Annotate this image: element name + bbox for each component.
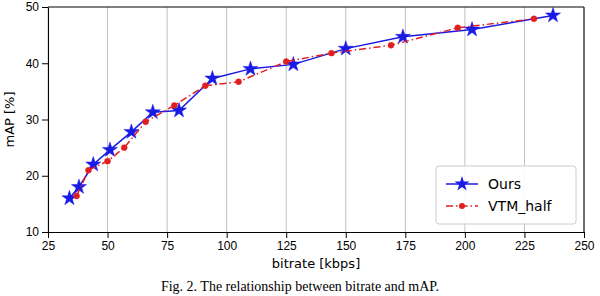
marker: [86, 167, 92, 173]
tick-mark: [42, 120, 48, 121]
marker: [236, 79, 242, 85]
tick: 40: [26, 57, 48, 71]
tick-label: 225: [515, 239, 535, 253]
marker: [388, 42, 394, 48]
marker: [143, 119, 149, 125]
legend-marker: [459, 203, 465, 209]
tick-mark: [584, 232, 585, 238]
marker: [243, 61, 258, 75]
tick-label: 30: [26, 113, 40, 127]
tick-mark: [42, 7, 48, 8]
marker: [455, 25, 461, 31]
y-axis-title: mAP [%]: [2, 91, 17, 147]
tick-label: 10: [26, 225, 40, 239]
tick: 50: [26, 0, 48, 14]
tick-mark: [405, 232, 406, 238]
marker: [205, 71, 220, 85]
marker: [202, 83, 208, 89]
tick-label: 125: [277, 239, 297, 253]
grid-line: [584, 7, 585, 232]
marker: [74, 193, 80, 199]
marker: [531, 16, 537, 22]
tick: 10: [26, 225, 48, 239]
legend: Ours VTM_half: [436, 166, 576, 224]
marker: [465, 22, 480, 36]
marker: [171, 102, 177, 108]
y-axis: 10 20 30 40 50: [26, 0, 49, 239]
tick: 100: [217, 232, 237, 253]
tick-label: 175: [396, 239, 416, 253]
grid-line: [167, 7, 168, 232]
tick-mark: [42, 232, 48, 233]
grid-line: [107, 7, 108, 232]
tick-mark: [108, 232, 109, 238]
tick-label: 200: [455, 239, 475, 253]
tick-mark: [42, 63, 48, 64]
tick-label: 150: [336, 239, 356, 253]
tick: 30: [26, 113, 48, 127]
marker: [105, 158, 111, 164]
tick: 225: [515, 232, 535, 253]
chart: 25 50 75 100 125 150 175 200 225 250 10 20 30 40 50 Our…: [0, 0, 600, 296]
tick: 250: [574, 232, 594, 253]
marker: [328, 50, 334, 56]
x-axis-title: bitrate [kbps]: [272, 256, 360, 271]
grid-line: [226, 7, 227, 232]
marker: [546, 8, 561, 22]
x-axis: 25 50 75 100 125 150 175 200 225 250: [42, 232, 595, 253]
tick-mark: [524, 232, 525, 238]
marker: [172, 103, 187, 117]
legend-label: VTM_half: [488, 198, 553, 214]
tick: 20: [26, 169, 48, 183]
frame: [48, 7, 584, 8]
marker: [121, 145, 127, 151]
marker: [283, 59, 289, 65]
legend-box: [436, 166, 576, 224]
legend-label: Ours: [488, 176, 521, 192]
marker: [145, 104, 160, 118]
tick-label: 75: [161, 239, 175, 253]
tick-mark: [42, 176, 48, 177]
tick-label: 250: [574, 239, 594, 253]
tick-mark: [167, 232, 168, 238]
marker: [338, 41, 353, 55]
tick-label: 50: [26, 0, 40, 14]
tick-label: 100: [217, 239, 237, 253]
grid: [48, 7, 584, 232]
tick-label: 20: [26, 169, 40, 183]
tick-label: 40: [26, 57, 40, 71]
tick: 125: [277, 232, 297, 253]
marker: [124, 124, 139, 138]
tick-mark: [465, 232, 466, 238]
tick: 175: [396, 232, 416, 253]
tick-mark: [346, 232, 347, 238]
tick-label: 50: [101, 239, 115, 253]
tick-mark: [227, 232, 228, 238]
tick: 200: [455, 232, 475, 253]
tick-mark: [48, 232, 49, 238]
tick: 50: [101, 232, 115, 253]
grid-line: [286, 7, 287, 232]
axis-line: [48, 8, 49, 233]
caption: Fig. 2. The relationship between bitrate…: [161, 279, 439, 294]
tick: 25: [42, 232, 56, 253]
axis-line: [49, 232, 585, 233]
tick: 75: [161, 232, 175, 253]
tick: 150: [336, 232, 356, 253]
tick-label: 25: [42, 239, 56, 253]
tick-mark: [286, 232, 287, 238]
plot: 25 50 75 100 125 150 175 200 225 250 10 20 30 40 50 Our…: [26, 0, 595, 252]
frame: [584, 7, 585, 232]
legend-marker: [454, 176, 469, 190]
